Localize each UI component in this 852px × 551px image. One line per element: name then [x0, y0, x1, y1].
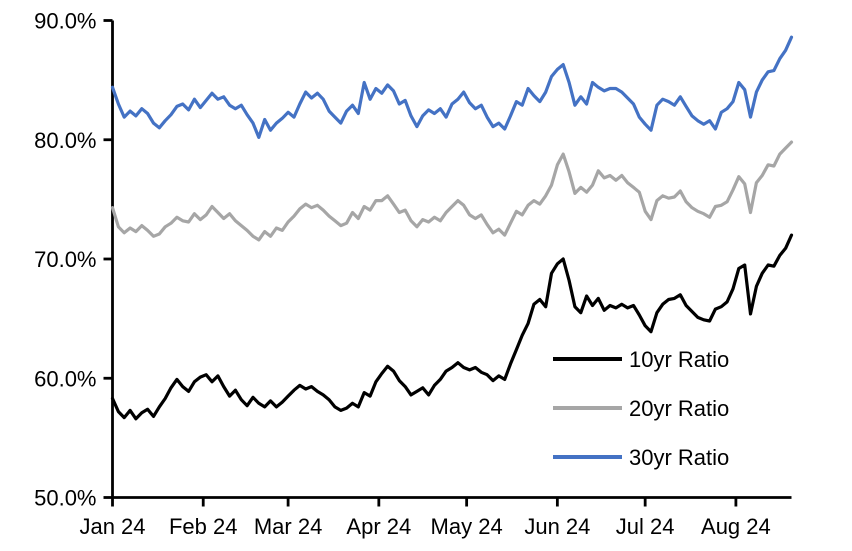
series-line-20yr-ratio [110, 140, 794, 242]
x-tick-label: Jul 24 [616, 514, 675, 539]
legend-item-30yr-ratio: 30yr Ratio [553, 445, 729, 470]
legend-label: 20yr Ratio [629, 396, 729, 421]
series-line-10yr-ratio [110, 233, 794, 421]
axes [111, 20, 792, 499]
x-tick-label: Aug 24 [701, 514, 771, 539]
x-tick-label: Feb 24 [169, 514, 238, 539]
x-tick-label: Apr 24 [346, 514, 411, 539]
legend: 10yr Ratio 20yr Ratio 30yr Ratio [553, 347, 729, 470]
series-line-30yr-ratio [110, 35, 794, 139]
y-tick-label: 60.0% [34, 366, 96, 391]
y-tick-label: 80.0% [34, 128, 96, 153]
x-tick-label: May 24 [431, 514, 503, 539]
y-tick-label: 50.0% [34, 486, 96, 511]
x-axis-ticks: Jan 24 Feb 24 Mar 24 Apr 24 May 24 Jun 24 Jul … [79, 497, 771, 539]
legend-label: 10yr Ratio [629, 347, 729, 372]
legend-item-10yr-ratio: 10yr Ratio [553, 347, 729, 372]
y-axis-ticks: 50.0% 60.0% 70.0% 80.0% 90.0% [34, 9, 113, 511]
series-lines [110, 35, 794, 421]
x-tick-label: Mar 24 [254, 514, 322, 539]
x-tick-label: Jun 24 [524, 514, 590, 539]
legend-item-20yr-ratio: 20yr Ratio [553, 396, 729, 421]
y-tick-label: 70.0% [34, 247, 96, 272]
y-tick-label: 90.0% [34, 9, 96, 34]
legend-label: 30yr Ratio [629, 445, 729, 470]
x-tick-label: Jan 24 [79, 514, 145, 539]
